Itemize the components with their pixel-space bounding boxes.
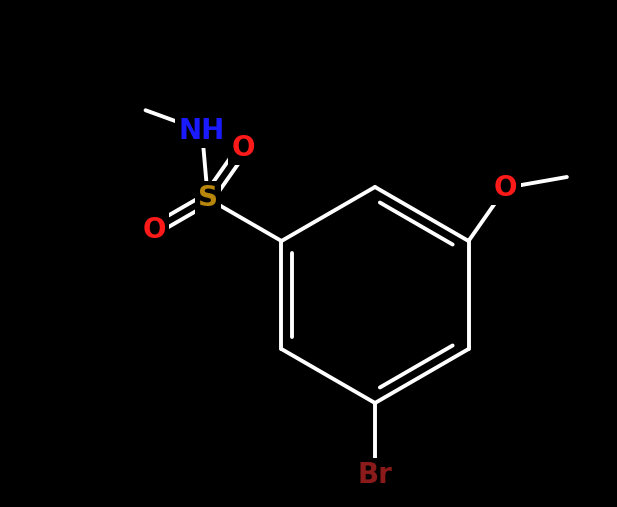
Text: S: S (198, 185, 218, 212)
Text: O: O (143, 215, 166, 243)
Text: Br: Br (358, 461, 392, 489)
Text: O: O (494, 174, 518, 202)
Text: O: O (231, 134, 255, 162)
Text: NH: NH (179, 117, 225, 145)
